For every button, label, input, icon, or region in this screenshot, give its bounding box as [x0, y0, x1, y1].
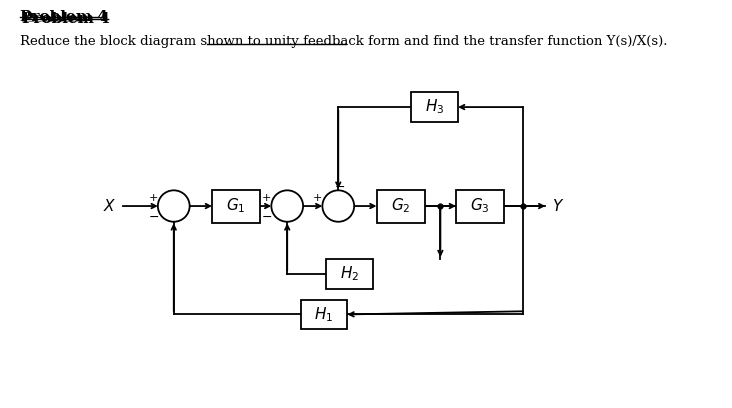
Bar — [376, 190, 425, 222]
Text: $Y$: $Y$ — [552, 198, 564, 214]
Ellipse shape — [272, 190, 303, 222]
Text: +: + — [149, 193, 158, 203]
Bar — [212, 190, 261, 222]
Ellipse shape — [158, 190, 190, 222]
Text: $-$: $-$ — [335, 180, 346, 193]
Bar — [301, 299, 348, 329]
Bar — [326, 259, 373, 288]
Ellipse shape — [322, 190, 354, 222]
Text: $-$: $-$ — [148, 210, 159, 223]
Text: Problem 4: Problem 4 — [22, 12, 110, 26]
Text: $X$: $X$ — [102, 198, 116, 214]
Text: +: + — [313, 193, 323, 203]
Text: Problem 4: Problem 4 — [20, 10, 108, 24]
Text: $H_2$: $H_2$ — [340, 264, 359, 283]
Bar — [456, 190, 504, 222]
Text: —————————: ————————— — [22, 18, 85, 24]
Text: $H_3$: $H_3$ — [425, 98, 444, 116]
Bar — [411, 92, 458, 122]
Text: $G_1$: $G_1$ — [226, 197, 246, 215]
Text: +: + — [262, 193, 272, 203]
Text: Reduce the block diagram shown to unity feedback form and find the transfer func: Reduce the block diagram shown to unity … — [20, 35, 668, 48]
Text: $G_2$: $G_2$ — [391, 197, 411, 215]
Text: $G_3$: $G_3$ — [470, 197, 490, 215]
Text: $-$: $-$ — [261, 210, 272, 223]
Text: $H_1$: $H_1$ — [315, 305, 334, 324]
